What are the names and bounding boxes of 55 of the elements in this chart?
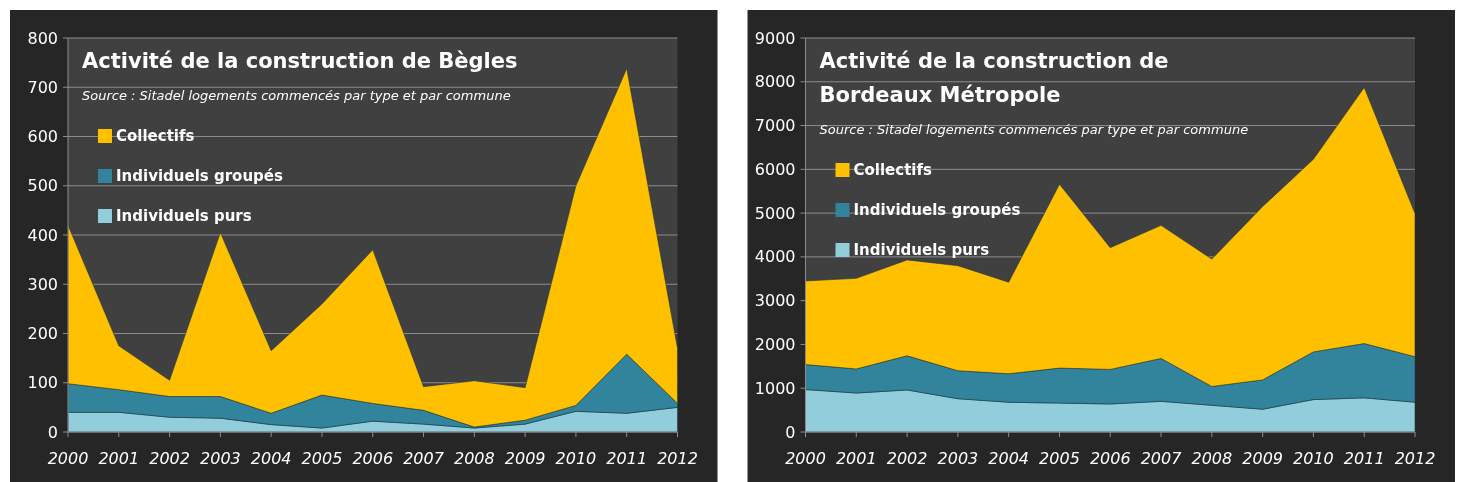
x-tick-label: 2010: [555, 449, 597, 468]
x-tick-label: 2002: [149, 449, 190, 468]
x-tick-label: 2006: [1089, 449, 1131, 468]
x-tick-label: 2005: [301, 449, 343, 468]
x-tick-label: 2005: [1039, 449, 1080, 468]
x-tick-label: 2012: [1394, 449, 1436, 468]
y-tick-label: 300: [27, 274, 58, 294]
x-tick-label: 2007: [403, 449, 445, 468]
y-tick-label: 800: [27, 28, 58, 48]
x-tick-label: 2008: [1191, 449, 1233, 468]
y-tick-label: 0: [785, 422, 796, 442]
x-tick-label: 2003: [200, 449, 241, 468]
annotation: Source : Sitadel logements commencés par type et par commune: [82, 88, 511, 103]
legend-label: Individuels purs: [116, 207, 252, 226]
y-tick-label: 0: [47, 422, 58, 442]
y-tick-label: 7000: [754, 116, 796, 136]
text: Activité de la construction de Bègles: [82, 49, 518, 73]
y-tick-label: 5000: [754, 203, 796, 223]
y-tick-label: 3000: [754, 291, 796, 311]
x-tick-label: 2006: [352, 449, 394, 468]
x-tick-label: 2008: [453, 449, 495, 468]
x-tick-label: 2009: [504, 449, 546, 468]
y-tick-label: 8000: [754, 72, 796, 92]
legend-label: Individuels groupés: [853, 201, 1021, 220]
legend-label: Individuels groupés: [116, 167, 283, 186]
x-tick-label: 2004: [988, 449, 1030, 468]
x-tick-label: 2011: [606, 449, 648, 468]
y-tick-label: 1000: [754, 378, 796, 398]
y-tick-label: 9000: [754, 28, 796, 48]
y-tick-label: 600: [27, 127, 58, 147]
x-tick-label: 2001: [98, 449, 140, 468]
y-tick-label: 500: [27, 176, 58, 196]
y-tick-label: 4000: [754, 247, 796, 267]
legend-label: Collectifs: [853, 161, 932, 180]
legend-label: Collectifs: [116, 127, 195, 146]
x-tick-label: 2000: [785, 449, 826, 468]
x-tick-label: 2012: [657, 449, 698, 468]
y-tick-label: 200: [27, 324, 58, 344]
x-tick-label: 2007: [1140, 449, 1183, 468]
y-tick-label: 700: [27, 77, 58, 97]
y-tick-label: 2000: [754, 335, 796, 355]
x-tick-label: 2011: [1343, 449, 1385, 468]
x-tick-label: 2010: [1293, 449, 1334, 468]
x-tick-label: 2009: [1242, 449, 1283, 468]
x-tick-label: 2001: [835, 449, 877, 468]
y-tick-label: 100: [27, 373, 58, 393]
text: Activité de la construction de Bordeaux Métropole: [819, 49, 1169, 107]
x-tick-label: 2002: [886, 449, 928, 468]
annotation: Source : Sitadel logements commencés par type et par commune: [819, 122, 1249, 137]
x-tick-label: 2003: [937, 449, 979, 468]
y-tick-label: 6000: [754, 159, 796, 179]
x-tick-label: 2004: [250, 449, 292, 468]
y-tick-label: 400: [27, 225, 58, 245]
x-tick-label: 2000: [47, 449, 89, 468]
legend-label: Individuels purs: [853, 241, 990, 260]
